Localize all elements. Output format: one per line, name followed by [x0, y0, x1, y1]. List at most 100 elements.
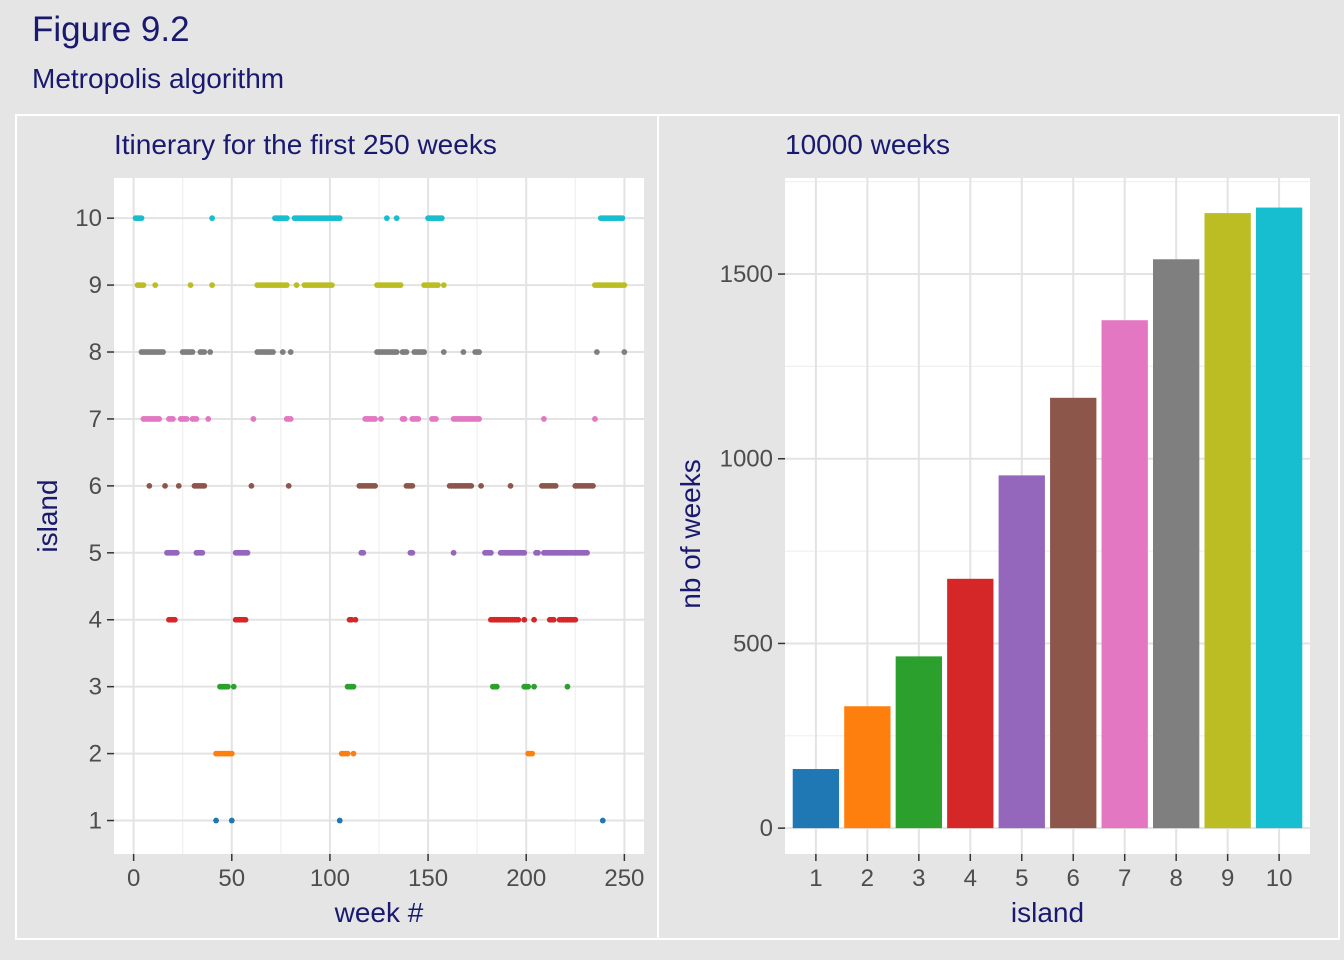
bar-island-4 — [947, 578, 994, 829]
itinerary-point — [175, 482, 182, 489]
weeks-axes: 1 2 3 4 5 6 7 8 9 10 0 500 1000 1500 — [720, 261, 1293, 892]
weeks-panel: 10000 weeks 1 2 3 4 5 6 7 8 9 10 0 500 1000 1500 isla… — [657, 114, 1340, 940]
x-tick-label: 6 — [1067, 865, 1080, 892]
x-tick-label: 250 — [604, 865, 644, 892]
itinerary-point — [156, 416, 163, 422]
itinerary-point — [199, 549, 206, 556]
itinerary-point — [336, 817, 343, 824]
itinerary-point — [207, 349, 214, 355]
x-tick-label: 200 — [506, 865, 546, 892]
itinerary-point — [224, 683, 231, 690]
itinerary-point — [521, 616, 528, 623]
itinerary-point — [287, 349, 294, 355]
itinerary-point — [383, 215, 390, 222]
itinerary-point — [138, 215, 145, 222]
y-tick-label: 3 — [89, 674, 102, 701]
x-tick-label: 1 — [809, 865, 822, 892]
itinerary-point — [352, 616, 359, 623]
itinerary-point — [250, 416, 257, 422]
bar-island-9 — [1204, 213, 1251, 829]
itinerary-point — [189, 349, 196, 355]
x-tick-label: 2 — [861, 865, 874, 892]
itinerary-point — [409, 549, 416, 556]
itinerary-point — [350, 750, 357, 757]
itinerary-point — [621, 349, 628, 355]
itinerary-point — [244, 549, 251, 556]
itinerary-point — [525, 683, 532, 690]
x-tick-label: 10 — [1266, 865, 1293, 892]
itinerary-point — [450, 549, 457, 556]
itinerary-point — [550, 616, 557, 623]
itinerary-point — [293, 282, 300, 288]
weeks-chart-title: 10000 weeks — [785, 129, 950, 160]
bar-island-7 — [1101, 320, 1148, 829]
y-tick-label: 9 — [89, 272, 102, 299]
itinerary-point — [162, 482, 168, 489]
itinerary-point — [434, 282, 441, 288]
bar-island-8 — [1153, 259, 1200, 829]
y-tick-label: 6 — [89, 473, 102, 500]
itinerary-point — [146, 482, 153, 489]
x-tick-label: 5 — [1015, 865, 1028, 892]
x-tick-label: 0 — [127, 865, 140, 892]
x-tick-label: 3 — [912, 865, 925, 892]
itinerary-point — [205, 416, 212, 422]
itinerary-point — [401, 416, 408, 422]
weeks-y-axis-label: nb of weeks — [675, 459, 706, 608]
itinerary-point — [590, 482, 596, 489]
itinerary-point — [248, 482, 255, 489]
itinerary-point — [440, 282, 447, 288]
itinerary-point — [213, 817, 219, 824]
itinerary-scatter-chart: Itinerary for the first 250 weeks 0 50 100… — [32, 129, 644, 928]
bar-island-3 — [895, 656, 942, 829]
itinerary-point — [393, 215, 400, 222]
itinerary-point — [283, 215, 290, 222]
itinerary-point — [187, 282, 194, 288]
itinerary-point — [378, 416, 384, 422]
itinerary-point — [621, 282, 628, 288]
itinerary-point — [270, 349, 276, 355]
itinerary-point — [287, 416, 294, 422]
weeks-x-axis-label: island — [1011, 897, 1084, 928]
itinerary-point — [415, 416, 422, 422]
itinerary-point — [476, 349, 483, 355]
itinerary-point — [440, 349, 447, 355]
itinerary-point — [487, 549, 494, 556]
itinerary-point — [279, 349, 286, 355]
x-tick-label: 150 — [408, 865, 448, 892]
itinerary-point — [201, 349, 208, 355]
itinerary-point — [350, 683, 357, 690]
itinerary-point — [336, 215, 343, 222]
itinerary-point — [201, 482, 208, 489]
y-tick-label: 7 — [89, 406, 102, 433]
itinerary-point — [140, 282, 147, 288]
itinerary-point — [540, 416, 547, 422]
itinerary-point — [521, 549, 528, 556]
itinerary-point — [403, 349, 410, 355]
itinerary-point — [193, 416, 200, 422]
itinerary-point — [535, 549, 541, 556]
itinerary-point — [531, 683, 537, 690]
y-tick-label: 10 — [75, 205, 102, 232]
itinerary-point — [493, 683, 500, 690]
itinerary-x-axis-label: week # — [334, 897, 424, 928]
y-tick-label: 0 — [760, 815, 773, 842]
bar-island-2 — [844, 706, 891, 829]
y-tick-label: 8 — [89, 339, 102, 366]
x-tick-label: 8 — [1169, 865, 1182, 892]
itinerary-point — [460, 349, 467, 355]
itinerary-point — [344, 750, 351, 757]
itinerary-point — [619, 215, 626, 222]
itinerary-point — [433, 416, 439, 422]
itinerary-point — [160, 349, 166, 355]
itinerary-point — [209, 215, 216, 222]
itinerary-point — [515, 616, 522, 623]
figure-subtitle: Metropolis algorithm — [32, 63, 285, 94]
itinerary-point — [242, 616, 249, 623]
itinerary-point — [169, 416, 176, 422]
itinerary-point — [152, 282, 159, 288]
itinerary-point — [593, 349, 600, 355]
itinerary-point — [478, 482, 484, 489]
itinerary-axes: 0 50 100 150 200 250 1 2 3 4 5 6 7 8 9 10 — [75, 205, 644, 892]
itinerary-point — [328, 282, 335, 288]
